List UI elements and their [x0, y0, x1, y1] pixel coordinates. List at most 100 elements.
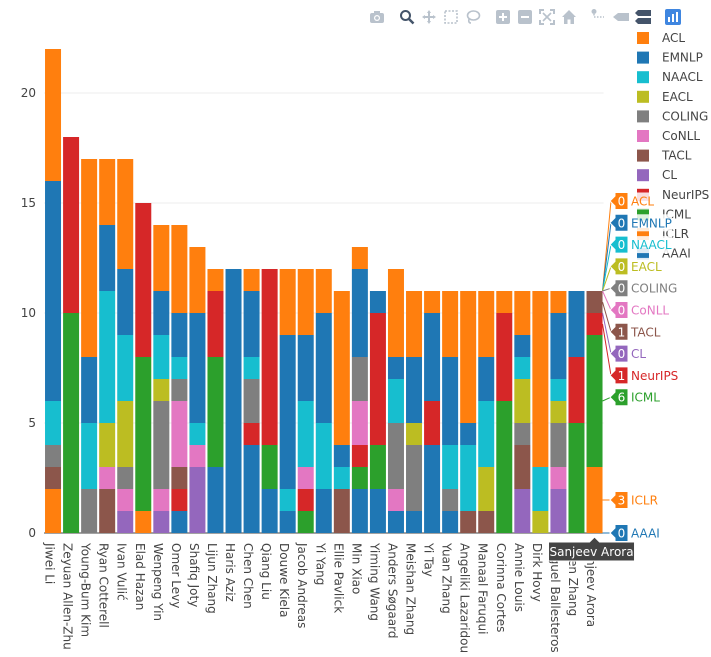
bar-segment-emnlp[interactable]	[514, 335, 531, 357]
bar-segment-emnlp[interactable]	[45, 181, 62, 401]
bar-segment-conll[interactable]	[387, 489, 404, 511]
legend-item-coling[interactable]: COLING	[637, 109, 708, 123]
bar-segment-acl[interactable]	[514, 291, 531, 335]
bar-segment-acl[interactable]	[117, 159, 134, 269]
bar-segment-acl[interactable]	[153, 225, 170, 291]
bar-segment-emnlp[interactable]	[189, 313, 206, 423]
bar-segment-conll[interactable]	[117, 489, 134, 511]
bar-segment-coling[interactable]	[153, 401, 170, 489]
bar-segment-icml[interactable]	[135, 357, 152, 511]
bar-segment-acl[interactable]	[387, 269, 404, 357]
bar-segment-icml[interactable]	[586, 335, 603, 467]
bar-segment-emnlp[interactable]	[478, 357, 495, 401]
bar-segment-emnlp[interactable]	[297, 335, 314, 401]
bar-segment-neurips[interactable]	[63, 137, 80, 313]
bar-segment-naacl[interactable]	[297, 401, 314, 467]
zoom-out-icon[interactable]	[514, 6, 536, 28]
bar-segment-emnlp[interactable]	[550, 313, 567, 379]
bar-segment-coling[interactable]	[550, 423, 567, 467]
bar-segment-conll[interactable]	[153, 489, 170, 511]
bar-segment-naacl[interactable]	[99, 291, 116, 423]
bar-segment-icml[interactable]	[369, 445, 386, 489]
zoom-icon[interactable]	[396, 6, 418, 28]
bar-segment-aaai[interactable]	[171, 511, 188, 533]
bar-segment-acl[interactable]	[351, 247, 368, 269]
legend-item-conll[interactable]: CoNLL	[637, 129, 700, 143]
bar-segment-iclr[interactable]	[586, 467, 603, 533]
bar-segment-acl[interactable]	[532, 291, 549, 467]
bar-segment-aaai[interactable]	[225, 269, 242, 533]
bar-segment-icml[interactable]	[207, 357, 224, 467]
bar-segment-iclr[interactable]	[45, 489, 62, 533]
bar-segment-acl[interactable]	[315, 269, 332, 313]
bar-segment-icml[interactable]	[496, 401, 513, 533]
reset-axes-icon[interactable]	[558, 6, 580, 28]
bar-segment-acl[interactable]	[207, 269, 224, 291]
bar-segment-acl[interactable]	[189, 247, 206, 313]
bar-segment-naacl[interactable]	[532, 467, 549, 511]
bar-segment-icml[interactable]	[351, 467, 368, 489]
bar-segment-acl[interactable]	[496, 291, 513, 313]
bar-segment-naacl[interactable]	[442, 445, 459, 489]
bar-segment-acl[interactable]	[478, 291, 495, 357]
bar-segment-emnlp[interactable]	[243, 291, 260, 357]
legend-item-naacl[interactable]: NAACL	[637, 70, 703, 84]
bar-segment-acl[interactable]	[99, 159, 116, 225]
bar-segment-emnlp[interactable]	[387, 357, 404, 379]
bar-segment-eacl[interactable]	[153, 379, 170, 401]
bar-segment-emnlp[interactable]	[369, 291, 386, 313]
bar-segment-naacl[interactable]	[243, 357, 260, 379]
bar-segment-emnlp[interactable]	[406, 357, 423, 423]
bar-segment-coling[interactable]	[117, 467, 134, 489]
bar-segment-eacl[interactable]	[532, 511, 549, 533]
pan-icon[interactable]	[418, 6, 440, 28]
bar-segment-neurips[interactable]	[207, 291, 224, 357]
bar-segment-cl[interactable]	[550, 489, 567, 533]
bar-segment-coling[interactable]	[387, 423, 404, 489]
bar-segment-naacl[interactable]	[478, 401, 495, 467]
hover-compare-icon[interactable]	[632, 6, 654, 28]
bar-segment-aaai[interactable]	[279, 511, 296, 533]
bar-segment-tacl[interactable]	[460, 511, 477, 533]
bar-segment-acl[interactable]	[333, 291, 350, 445]
bar-segment-naacl[interactable]	[514, 357, 531, 379]
bar-segment-emnlp[interactable]	[460, 423, 477, 445]
bar-segment-tacl[interactable]	[171, 467, 188, 489]
bar-segment-icml[interactable]	[568, 423, 585, 533]
bar-segment-cl[interactable]	[153, 511, 170, 533]
bar-segment-emnlp[interactable]	[153, 291, 170, 335]
bar-segment-acl[interactable]	[442, 291, 459, 357]
bar-segment-cl[interactable]	[117, 511, 134, 533]
bar-segment-emnlp[interactable]	[171, 313, 188, 357]
bar-segment-iclr[interactable]	[135, 511, 152, 533]
bar-segment-aaai[interactable]	[207, 467, 224, 533]
bar-segment-aaai[interactable]	[442, 511, 459, 533]
bar-segment-conll[interactable]	[297, 467, 314, 489]
bar-segment-neurips[interactable]	[351, 445, 368, 467]
bar-segment-emnlp[interactable]	[279, 335, 296, 489]
bar-segment-naacl[interactable]	[81, 423, 98, 489]
bar-segment-conll[interactable]	[171, 401, 188, 467]
bar-segment-coling[interactable]	[81, 489, 98, 533]
bar-segment-neurips[interactable]	[568, 357, 585, 423]
bar-segment-naacl[interactable]	[315, 423, 332, 489]
autoscale-icon[interactable]	[536, 6, 558, 28]
bar-segment-naacl[interactable]	[153, 335, 170, 379]
bar-segment-emnlp[interactable]	[442, 357, 459, 445]
bar-segment-tacl[interactable]	[333, 489, 350, 533]
bar-segment-neurips[interactable]	[369, 313, 386, 445]
spike-lines-icon[interactable]	[588, 6, 610, 28]
bar-segment-aaai[interactable]	[261, 489, 278, 533]
bar-segment-cl[interactable]	[189, 467, 206, 533]
legend-item-acl[interactable]: ACL	[637, 31, 685, 45]
camera-icon[interactable]	[366, 6, 388, 28]
bar-segment-acl[interactable]	[460, 291, 477, 423]
bar-segment-aaai[interactable]	[243, 445, 260, 533]
box-select-icon[interactable]	[440, 6, 462, 28]
legend-item-eacl[interactable]: EACL	[637, 90, 693, 104]
bar-segment-eacl[interactable]	[478, 467, 495, 511]
bar-segment-acl[interactable]	[424, 291, 441, 313]
bar-segment-naacl[interactable]	[45, 401, 62, 445]
bar-segment-neurips[interactable]	[496, 313, 513, 401]
bar-segment-naacl[interactable]	[550, 379, 567, 401]
